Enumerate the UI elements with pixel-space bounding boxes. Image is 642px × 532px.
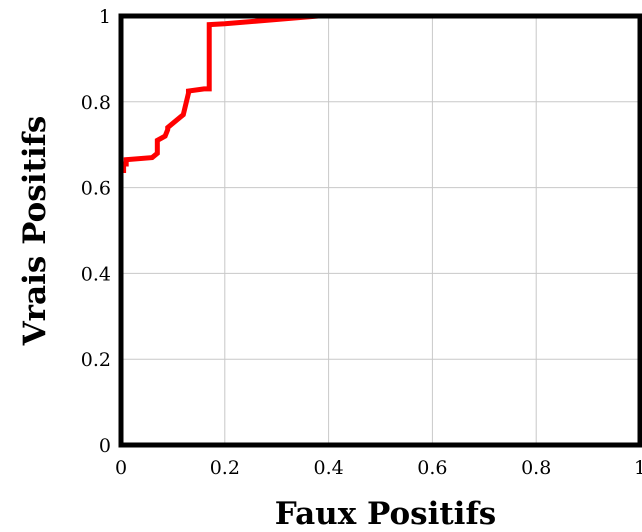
y-tick-label: 0.6 — [81, 178, 111, 200]
x-tick-label: 0.2 — [210, 457, 240, 479]
grid — [120, 15, 641, 446]
x-tick-label: 0.6 — [417, 457, 447, 479]
y-tick-label: 1 — [99, 6, 111, 28]
y-axis-title: Vrais Positifs — [17, 116, 53, 347]
y-tick-label: 0.4 — [81, 263, 111, 285]
y-tick-labels: 0 0.2 0.4 0.6 0.8 1 — [81, 6, 111, 457]
series-layer — [118, 13, 640, 445]
x-tick-label: 0 — [115, 457, 127, 479]
y-tick-label: 0.2 — [81, 349, 111, 371]
x-tick-labels: 0 0.2 0.4 0.6 0.8 1 — [115, 457, 642, 479]
y-tick-label: 0.8 — [81, 92, 111, 114]
x-axis-title: Faux Positifs — [275, 496, 496, 528]
plot-frame — [118, 13, 642, 448]
series-line-0 — [118, 13, 640, 445]
y-tick-label: 0 — [99, 435, 111, 457]
x-tick-label: 0.4 — [313, 457, 343, 479]
x-tick-label: 0.8 — [521, 457, 551, 479]
x-tick-label: 1 — [634, 457, 642, 479]
